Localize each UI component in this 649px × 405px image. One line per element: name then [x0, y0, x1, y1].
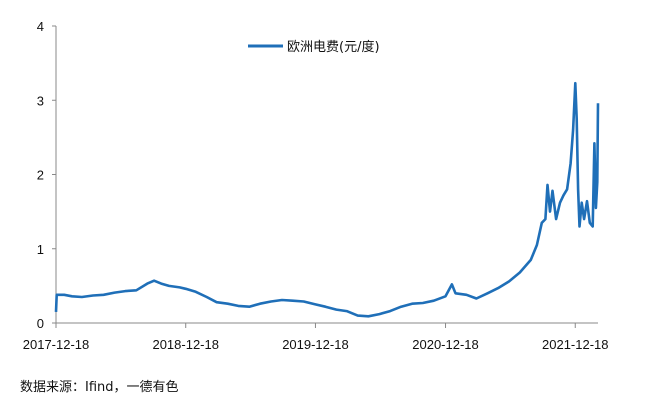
x-tick-label: 2020-12-18 [412, 337, 479, 352]
x-tick-group: 2017-12-18 2018-12-18 2019-12-18 2020-12-18… [23, 323, 609, 352]
series-line [54, 81, 600, 318]
y-tick-group: 0 1 2 3 4 [37, 19, 56, 331]
y-tick-label: 2 [37, 168, 44, 183]
legend-label: 欧洲电费(元/度) [287, 39, 380, 55]
legend: 欧洲电费(元/度) [248, 39, 380, 55]
source-note: 数据来源：Ifind，一德有色 [20, 380, 179, 395]
x-tick-label: 2019-12-18 [282, 337, 349, 352]
x-tick-label: 2018-12-18 [152, 337, 219, 352]
y-tick-label: 0 [37, 316, 44, 331]
y-tick-label: 3 [37, 93, 44, 108]
series-group [54, 81, 600, 318]
line-chart: 0 1 2 3 4 2017-12-18 2018-12-18 2019-12-18 2020… [23, 19, 609, 352]
x-tick-label: 2021-12-18 [542, 337, 609, 352]
y-tick-label: 1 [37, 242, 44, 257]
x-tick-label: 2017-12-18 [23, 337, 90, 352]
y-tick-label: 4 [37, 19, 44, 34]
